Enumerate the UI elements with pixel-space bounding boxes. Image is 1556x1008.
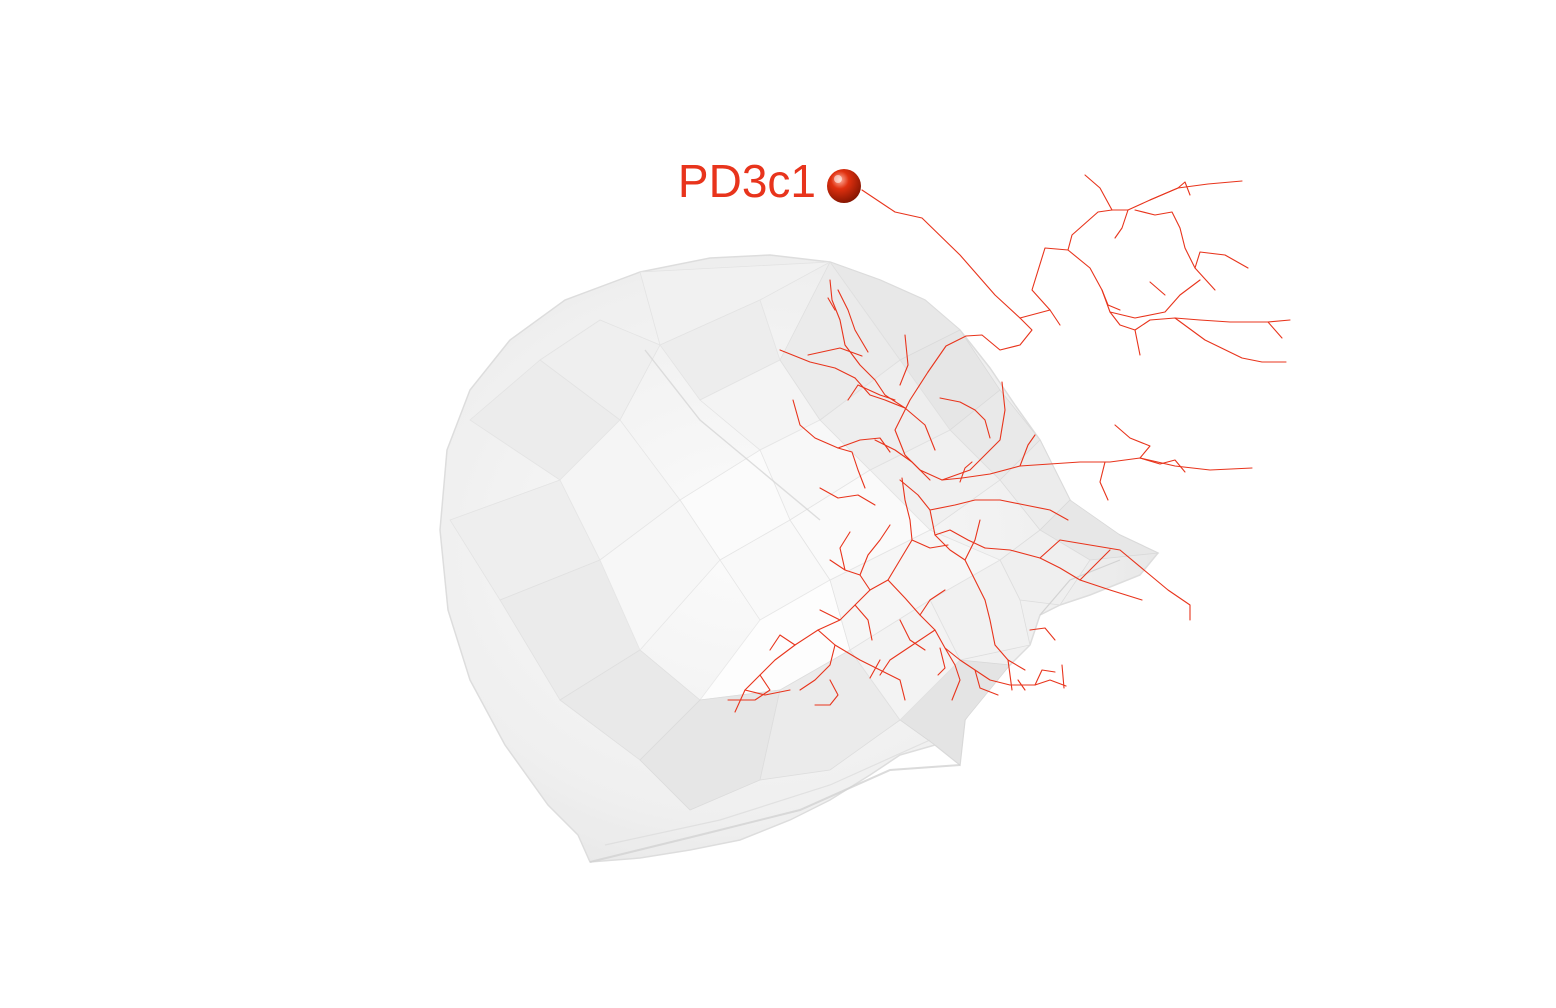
neurite-branch	[817, 629, 901, 681]
neurite-branch	[944, 647, 1067, 687]
neurite-branch	[1034, 669, 1056, 686]
neurite-branch	[854, 604, 873, 641]
neurite-branch	[854, 377, 936, 451]
neurite-branch	[1134, 329, 1141, 356]
neurite-branch	[1101, 289, 1121, 311]
neurite-branch	[899, 479, 986, 601]
neurite-branch	[927, 317, 1033, 373]
neurite-branch	[1194, 251, 1249, 269]
neurite-branch	[1149, 281, 1166, 296]
neurite-branch	[807, 347, 863, 357]
neurite-branch	[1139, 457, 1253, 471]
neurite-branch	[1114, 209, 1129, 239]
neurite-branch	[894, 371, 943, 481]
mesh-facet	[779, 261, 901, 421]
neurite-branch	[899, 679, 906, 701]
neurite-branch	[937, 647, 946, 676]
brain-neuropil-mesh	[439, 254, 1160, 863]
neurite-branch	[964, 519, 981, 561]
neurite-branch	[1067, 249, 1201, 319]
neurite-branch	[1049, 309, 1061, 326]
mesh-facet	[789, 469, 931, 581]
neurite-branch	[1039, 539, 1191, 621]
neurite-branch	[941, 457, 1161, 481]
mesh-fold	[1039, 559, 1121, 616]
neurite-branch	[829, 279, 906, 409]
neurite-branch	[1019, 434, 1036, 467]
neurite-branch	[939, 397, 991, 439]
neurite-branch	[974, 669, 999, 696]
neurite-branch	[744, 689, 791, 696]
neurite-branch	[847, 384, 896, 401]
soma-sphere[interactable]	[827, 169, 861, 203]
neurite-branch	[1084, 174, 1113, 211]
neurite-branch	[887, 579, 956, 666]
neurite-branch	[837, 289, 869, 353]
neurite-branch	[1174, 317, 1287, 363]
neurite-branch	[779, 349, 856, 379]
neurite-branch	[1061, 664, 1065, 689]
neurite-branch	[984, 599, 1026, 671]
neurite-branch	[869, 659, 881, 679]
neurite-branch	[859, 524, 891, 576]
neurite-branch	[959, 461, 973, 483]
neurite-branch	[899, 334, 909, 386]
neurite-branch	[934, 529, 986, 549]
neurite-branch	[1109, 311, 1291, 331]
neurite-branch	[919, 589, 946, 616]
neurite-branch	[827, 297, 836, 311]
neurite-branch	[951, 664, 961, 701]
neurite-branch	[734, 579, 889, 713]
neurite-branch	[984, 547, 1143, 601]
neurite-branch	[1114, 424, 1151, 459]
neurite-branch	[1007, 659, 1013, 691]
neurite-branch	[799, 644, 836, 691]
neurite-branch	[727, 674, 771, 701]
neurite-branch	[874, 439, 931, 481]
mesh-fold	[644, 349, 821, 521]
neurite-branch	[839, 531, 851, 571]
neurite-branch	[879, 629, 936, 676]
neurite-branch	[1079, 549, 1111, 581]
neurite-branch	[1017, 679, 1026, 691]
neurite-branch	[941, 381, 1006, 481]
neurite-branch	[829, 559, 871, 591]
neurite-branch	[911, 539, 949, 549]
neuron-label: PD3c1	[678, 155, 816, 207]
neurite-branch	[1159, 459, 1186, 473]
neurite-branch	[861, 189, 1021, 319]
neuron-skeleton	[727, 174, 1291, 713]
neurite-branch	[769, 634, 796, 651]
neurite-branch	[887, 477, 913, 581]
mesh-fold	[604, 739, 931, 846]
neurite-branch	[814, 679, 839, 706]
neurite-branch	[819, 609, 841, 621]
neurite-branch	[1134, 209, 1216, 291]
neurite-branch	[1029, 627, 1056, 641]
mesh-facet	[599, 499, 721, 651]
soma-specular-highlight	[834, 175, 842, 183]
neurite-branch	[899, 619, 926, 651]
neurite-branch	[1149, 181, 1191, 201]
mesh-fold	[589, 764, 961, 863]
neurite-branch	[999, 499, 1069, 521]
neurite-branch	[1267, 321, 1283, 339]
neurite-branch	[1019, 247, 1069, 319]
neurite-branch	[1099, 461, 1109, 501]
neurite-branch	[819, 487, 876, 506]
neurite-branch	[929, 499, 1001, 511]
